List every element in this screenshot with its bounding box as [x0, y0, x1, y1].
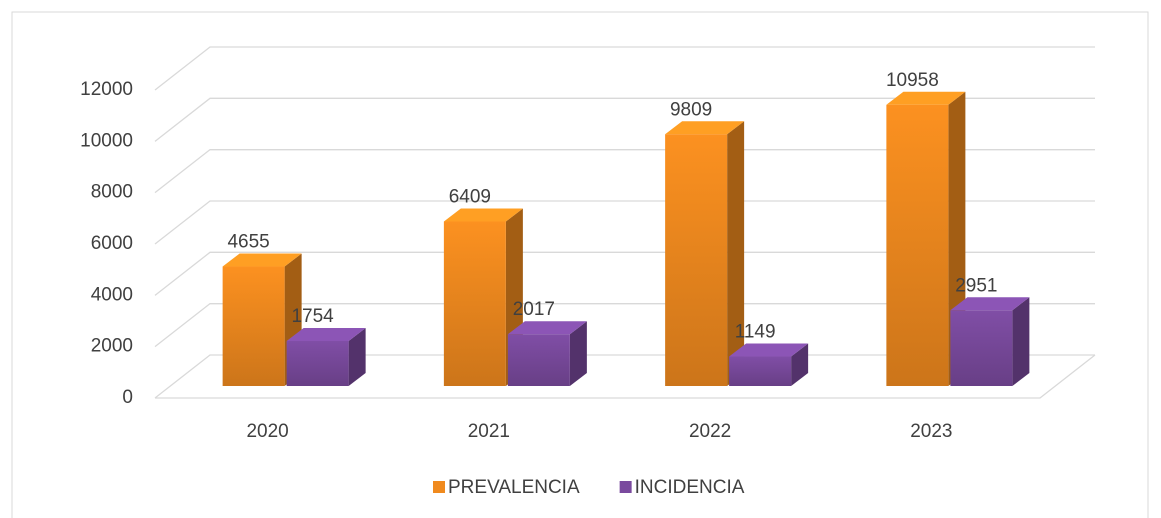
- data-label: 1754: [291, 306, 334, 327]
- bar-top: [222, 253, 302, 267]
- y-tick-label: 8000: [91, 182, 133, 203]
- bar: [729, 356, 792, 386]
- bar-top: [665, 121, 745, 135]
- x-tick-label: 2020: [246, 421, 288, 442]
- x-tick-label: 2022: [689, 421, 731, 442]
- bar-side: [348, 327, 366, 386]
- grid-line: [154, 149, 1095, 194]
- bar-top: [507, 321, 587, 335]
- grid-line: [154, 303, 1095, 348]
- bar: [286, 340, 349, 386]
- data-label: 6409: [449, 187, 491, 208]
- legend-label: PREVALENCIA: [448, 477, 580, 498]
- y-tick-label: 0: [122, 387, 133, 408]
- bar: [665, 134, 728, 386]
- grid-line: [154, 251, 1095, 296]
- bar: [443, 221, 506, 386]
- bar-top: [950, 297, 1030, 311]
- x-tick-label: 2023: [910, 421, 952, 442]
- y-tick-label: 6000: [91, 233, 133, 254]
- bar-top: [443, 208, 523, 222]
- bar-top: [286, 327, 366, 341]
- bar-top: [729, 343, 809, 357]
- data-label: 1149: [735, 322, 776, 343]
- floor-edge: [155, 354, 1096, 399]
- bar-side: [727, 121, 745, 387]
- bar: [222, 266, 285, 386]
- data-label: 4655: [227, 232, 269, 253]
- data-label: 2017: [513, 299, 555, 320]
- grid-line: [154, 46, 1095, 91]
- y-tick-label: 4000: [91, 284, 133, 305]
- y-tick-label: 10000: [80, 130, 133, 151]
- bar: [507, 334, 570, 386]
- grid-line: [154, 97, 1095, 142]
- grid-line: [154, 200, 1095, 245]
- chart-border: [11, 11, 1149, 518]
- x-tick-label: 2021: [468, 421, 510, 442]
- bar-side: [1012, 297, 1030, 386]
- y-tick-label: 2000: [91, 336, 133, 357]
- bar-side: [791, 343, 809, 386]
- legend-swatch: [433, 481, 445, 493]
- legend-label: INCIDENCIA: [635, 477, 745, 498]
- legend-swatch: [619, 481, 632, 493]
- data-label: 2951: [955, 275, 997, 296]
- y-tick-label: 12000: [80, 79, 133, 100]
- bar-top: [886, 91, 966, 105]
- bar: [886, 104, 949, 387]
- data-label: 9809: [670, 99, 712, 120]
- bar-side: [569, 321, 587, 386]
- bar: [950, 310, 1013, 386]
- data-label: 10958: [886, 70, 939, 91]
